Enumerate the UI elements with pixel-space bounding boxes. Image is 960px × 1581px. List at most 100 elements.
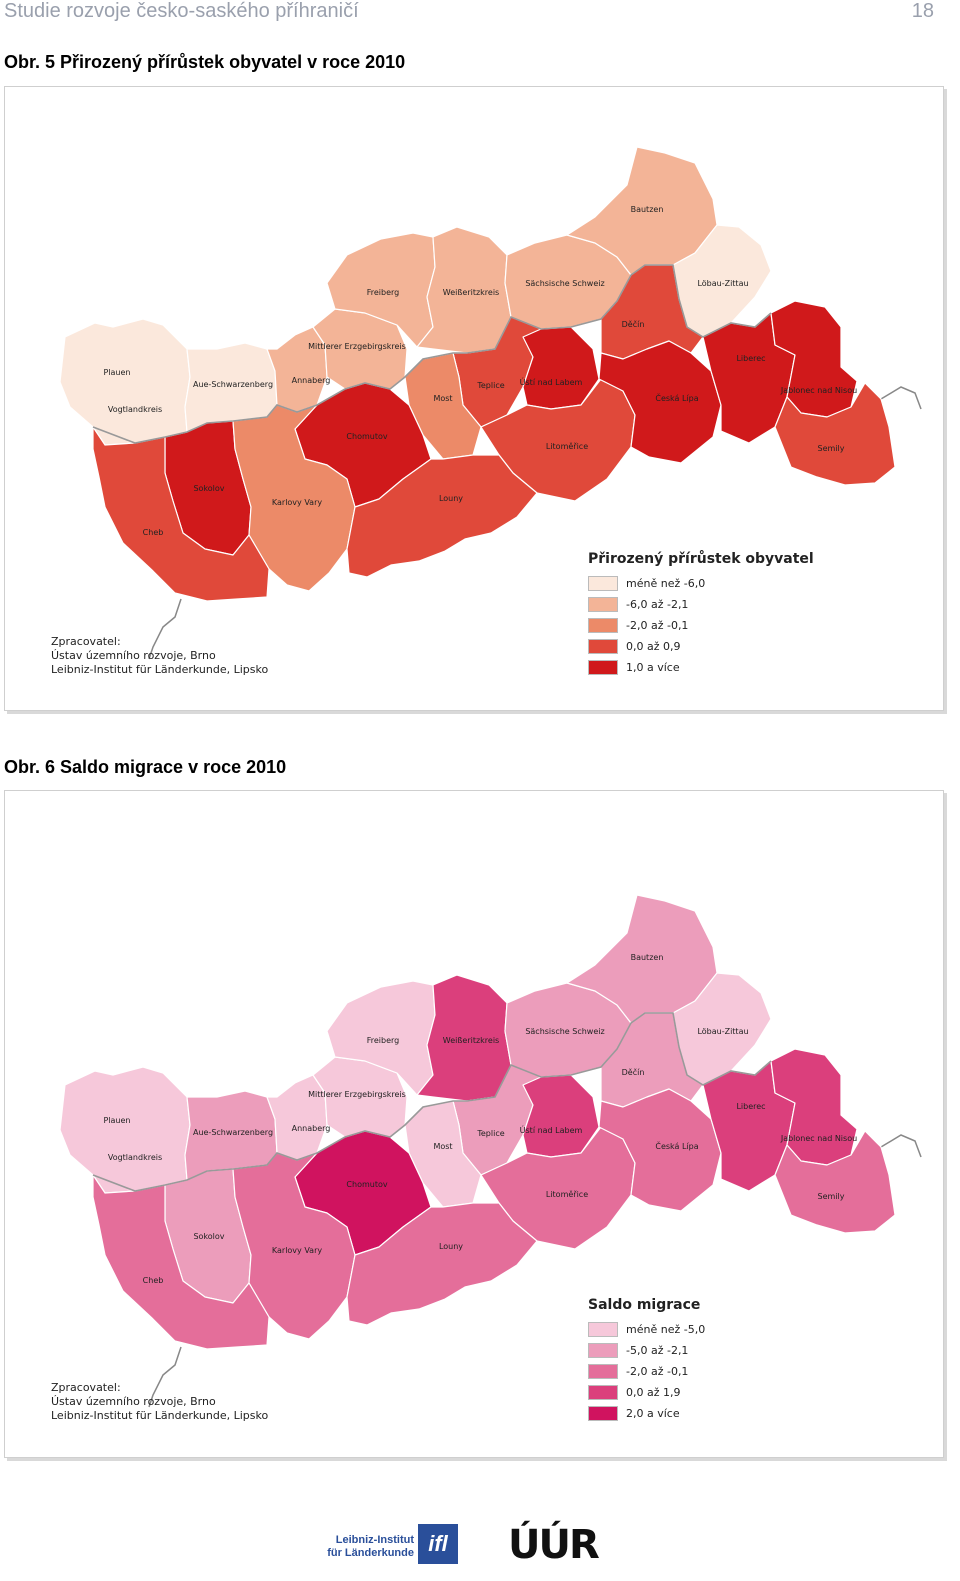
region-louny [346, 1202, 538, 1326]
legend-label: -2,0 až -0,1 [626, 619, 689, 632]
legend-item: -6,0 až -2,1 [588, 594, 818, 615]
page-number: 18 [911, 0, 934, 22]
legend-label: 2,0 a více [626, 1407, 680, 1420]
ifl-logo: Leibniz-Institut für Länderkunde ifl [322, 1520, 462, 1566]
legend-item: 1,0 a více [588, 657, 818, 678]
region-label: Weißeritzkreis [443, 1036, 499, 1045]
region-label: Mittlerer Erzgebirgskreis [308, 342, 406, 351]
region-label: Bautzen [631, 953, 664, 962]
national-border [92, 264, 772, 444]
legend-label: 0,0 až 0,9 [626, 640, 681, 653]
region-label: Aue-Schwarzenberg [193, 380, 273, 389]
region-label: Annaberg [292, 1124, 331, 1133]
legend-label: méně než -6,0 [626, 577, 706, 590]
figure-caption-1: Obr. 5 Přirozený přírůstek obyvatel v ro… [4, 52, 406, 72]
region-label: Sokolov [193, 484, 224, 493]
footer-logos: Leibniz-Institut für Länderkunde ifl ÚÚR [322, 1520, 622, 1570]
legend-swatch [588, 618, 618, 633]
legend-item: -2,0 až -0,1 [588, 1361, 818, 1382]
national-border [92, 1012, 772, 1192]
region-label: Freiberg [367, 1036, 400, 1045]
legend-label: 1,0 a více [626, 661, 680, 674]
region-label: Louny [439, 494, 463, 503]
legend-swatch [588, 1364, 618, 1379]
region-label: Jablonec nad Nisou [780, 1134, 857, 1143]
region-label: Chomutov [346, 1180, 387, 1189]
credit-line: Ústav územního rozvoje, Brno [51, 1395, 216, 1408]
choropleth-map-natural-growth: Plauen Vogtlandkreis Aue-Schwarzenberg Anna… [59, 146, 922, 660]
region-label: Aue-Schwarzenberg [193, 1128, 273, 1137]
credit-line: Leibniz-Institut für Länderkunde, Lipsko [51, 1409, 269, 1422]
map-regions: Plauen Vogtlandkreis Aue-Schwarzenberg Anna… [59, 146, 922, 660]
region--esk-l-pa [598, 340, 722, 464]
region-label: Liberec [736, 1102, 765, 1111]
credit-line: Leibniz-Institut für Länderkunde, Lipsko [51, 663, 269, 676]
border-line [148, 1346, 182, 1408]
border-line [880, 1134, 922, 1158]
legend-label: -2,0 až -0,1 [626, 1365, 689, 1378]
region-semily [774, 382, 896, 486]
uur-logo: ÚÚR [508, 1522, 600, 1568]
region-label: Bautzen [631, 205, 664, 214]
region-label: Sächsische Schweiz [525, 1027, 604, 1036]
region-cheb [92, 1174, 270, 1350]
map-regions: Plauen Vogtlandkreis Aue-Schwarzenberg Anna… [59, 894, 922, 1408]
legend-item: -2,0 až -0,1 [588, 615, 818, 636]
region-label: Liberec [736, 354, 765, 363]
region-label: Cheb [143, 528, 164, 537]
map-frame-migration: Plauen Vogtlandkreis Aue-Schwarzenberg Anna… [4, 790, 944, 1458]
map-credit: Zpracovatel: Ústav územního rozvoje, Brn… [51, 635, 268, 677]
region-label: Most [433, 394, 452, 403]
region-label: Cheb [143, 1276, 164, 1285]
region-label: Löbau-Zittau [697, 1027, 748, 1036]
region-label: Louny [439, 1242, 463, 1251]
region-label: Ústí nad Labem [520, 376, 583, 387]
legend-swatch [588, 1322, 618, 1337]
region-label: Plauen [103, 1116, 130, 1125]
region-label: Česká Lípa [655, 1140, 698, 1151]
region-louny [346, 454, 538, 578]
region-label: Litoměřice [546, 1190, 588, 1199]
ifl-logo-line: für Länderkunde [327, 1547, 414, 1559]
map-credit: Zpracovatel: Ústav územního rozvoje, Brn… [51, 1381, 268, 1423]
region-label: Karlovy Vary [272, 498, 322, 507]
region-label: Litoměřice [546, 442, 588, 451]
legend-label: 0,0 až 1,9 [626, 1386, 681, 1399]
region-vogtlandkreis [59, 318, 191, 446]
legend-swatch [588, 639, 618, 654]
page-header: Studie rozvoje česko-saského příhraničí … [4, 0, 934, 26]
region-semily [774, 1130, 896, 1234]
legend-title: Přirozený přírůstek obyvatel [588, 551, 814, 567]
region-label: Jablonec nad Nisou [780, 386, 857, 395]
region-label: Mittlerer Erzgebirgskreis [308, 1090, 406, 1099]
legend-label: -5,0 až -2,1 [626, 1344, 689, 1357]
region-label: Karlovy Vary [272, 1246, 322, 1255]
region-label: Sächsische Schweiz [525, 279, 604, 288]
legend-item: 0,0 až 1,9 [588, 1382, 818, 1403]
figure-caption-2: Obr. 6 Saldo migrace v roce 2010 [4, 757, 287, 777]
ifl-logo-mark: ifl [418, 1524, 458, 1564]
ifl-logo-text: Leibniz-Institut für Länderkunde [322, 1534, 414, 1560]
legend-item: méně než -6,0 [588, 573, 818, 594]
credit-line: Ústav územního rozvoje, Brno [51, 649, 216, 662]
region-label: Semily [818, 1192, 845, 1201]
legend-swatch [588, 576, 618, 591]
region-label: Sokolov [193, 1232, 224, 1241]
legend-swatch [588, 1343, 618, 1358]
region-label: Weißeritzkreis [443, 288, 499, 297]
region-label: Teplice [476, 1129, 504, 1138]
region-label: Ústí nad Labem [520, 1124, 583, 1135]
legend-item: -5,0 až -2,1 [588, 1340, 818, 1361]
legend-title: Saldo migrace [588, 1297, 701, 1313]
region-label: Most [433, 1142, 452, 1151]
region-label: Děčín [622, 319, 645, 329]
region-label: Freiberg [367, 288, 400, 297]
credit-line: Zpracovatel: [51, 1381, 121, 1394]
region-vogtlandkreis [59, 1066, 191, 1194]
region-label: Semily [818, 444, 845, 453]
region-label: Chomutov [346, 432, 387, 441]
region-label: Vogtlandkreis [108, 405, 162, 414]
map-legend-natural-growth: Přirozený přírůstek obyvatel méně než -6… [588, 551, 818, 678]
region-cheb [92, 426, 270, 602]
region-label: Teplice [476, 381, 504, 390]
